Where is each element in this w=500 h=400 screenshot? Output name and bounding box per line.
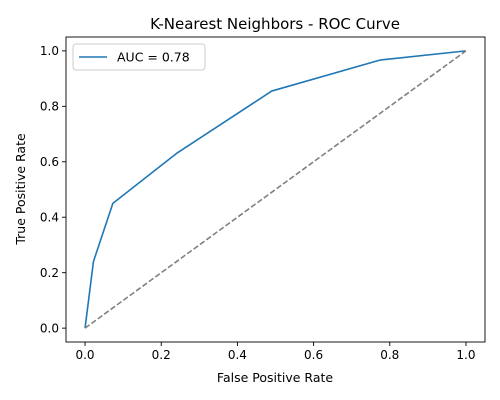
roc-curve-line: [84, 50, 467, 329]
y-tick-label: 0.6: [40, 155, 59, 169]
legend-box: [72, 43, 206, 71]
chance-diagonal-line: [84, 50, 467, 329]
x-tick-label: 0.2: [152, 348, 171, 362]
x-tick-label: 0.8: [380, 348, 399, 362]
x-tick-label: 0.6: [304, 348, 323, 362]
y-tick-label: 0.8: [40, 100, 59, 114]
y-tick-label: 0.2: [40, 266, 59, 280]
plot-area: [65, 36, 486, 343]
y-tick-label: 1.0: [40, 44, 59, 58]
x-tick-label: 1.0: [456, 348, 475, 362]
y-tick-label: 0.4: [40, 211, 59, 225]
plot-frame: [65, 36, 486, 343]
x-tick-label: 0.0: [75, 348, 94, 362]
chart-title: K-Nearest Neighbors - ROC Curve: [150, 15, 400, 33]
x-tick-label: 0.4: [228, 348, 247, 362]
legend: AUC = 0.78: [72, 43, 206, 71]
legend-label: AUC = 0.78: [117, 50, 190, 65]
y-tick-label: 0.0: [40, 321, 59, 335]
y-axis-label: True Positive Rate: [13, 133, 28, 246]
x-axis-label: False Positive Rate: [217, 370, 333, 385]
axis-ticks: 0.0 0.2 0.4 0.6 0.8 1.0 0.0 0.2 0.4 0.6 0.8 1.0: [40, 44, 476, 362]
